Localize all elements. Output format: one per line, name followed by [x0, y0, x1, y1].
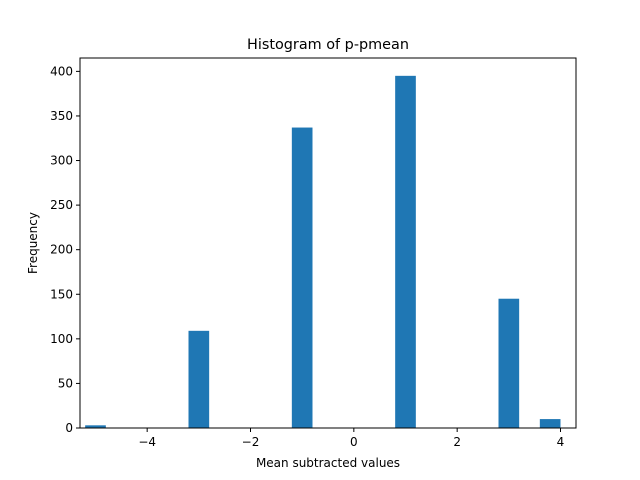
y-tick-label: 250: [50, 198, 73, 212]
bars-group: [85, 75, 561, 428]
y-tick-label: 100: [50, 332, 73, 346]
y-axis-label: Frequency: [26, 212, 40, 274]
x-tick-label: 2: [453, 435, 461, 449]
histogram-bar-2: [291, 127, 313, 428]
y-tick-label: 50: [58, 376, 73, 390]
x-tick-label: 0: [350, 435, 358, 449]
x-axis-ticks: −4 −2 0 2 4: [138, 428, 564, 449]
chart-title: Histogram of p-pmean: [247, 37, 409, 53]
y-axis-ticks: 0 50 100 150 200 250 300 350 400: [50, 64, 80, 435]
x-tick-label: −2: [242, 435, 260, 449]
histogram-bar-1: [188, 330, 210, 428]
plot-frame: [79, 57, 577, 429]
y-tick-label: 400: [50, 64, 73, 78]
x-tick-label: 4: [557, 435, 565, 449]
y-tick-label: 200: [50, 243, 73, 257]
x-tick-label: −4: [138, 435, 156, 449]
histogram-bar-5: [539, 419, 561, 428]
y-tick-label: 300: [50, 154, 73, 168]
histogram-bar-0: [85, 425, 106, 428]
y-tick-label: 350: [50, 109, 73, 123]
x-axis-label: Mean subtracted values: [256, 456, 400, 470]
histogram-bar-4: [498, 298, 520, 428]
y-tick-label: 0: [65, 421, 73, 435]
plot-area: [80, 58, 576, 428]
histogram-bar-3: [395, 75, 416, 428]
y-tick-label: 150: [50, 287, 73, 301]
